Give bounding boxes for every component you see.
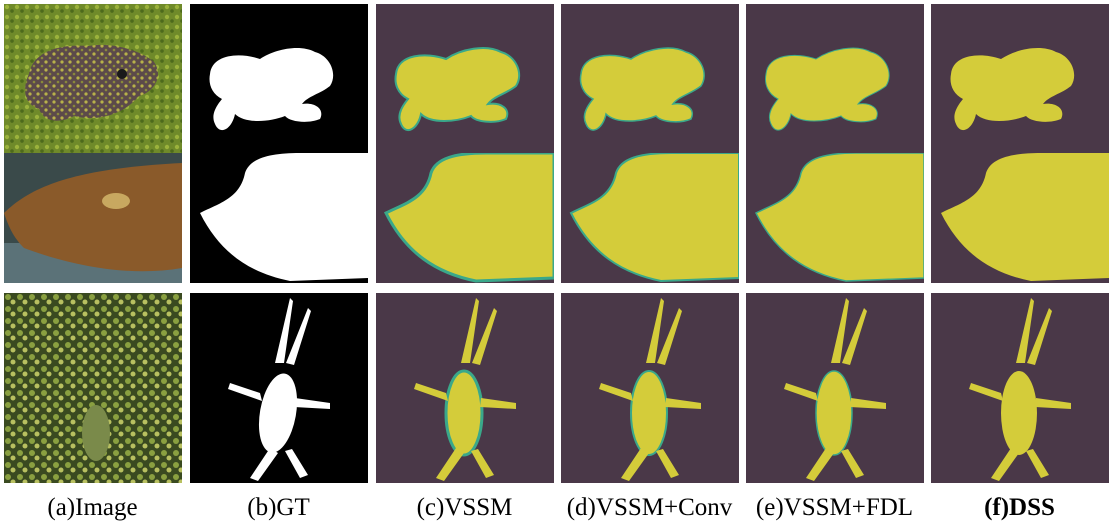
- figure-grid: [4, 4, 1109, 483]
- row3-gt: [190, 293, 368, 483]
- row2-image: [4, 153, 182, 283]
- row2-gt: [190, 153, 368, 283]
- row3-vssm-fdl: [746, 293, 924, 483]
- row2-vssm: [376, 153, 554, 283]
- caption-gt: (b)GT: [247, 494, 310, 521]
- row3-vssm: [376, 293, 554, 483]
- row3-image: [4, 293, 182, 483]
- row1-vssm-fdl: [746, 4, 924, 179]
- column-captions: (a)Image (b)GT (c)VSSM (d)VSSM+Conv (e)V…: [0, 490, 1111, 527]
- row1-vssm: [376, 4, 554, 179]
- row2-vssm-conv: [561, 153, 739, 283]
- row1-image: [4, 4, 182, 179]
- caption-dss: (f)DSS: [984, 494, 1055, 521]
- row2-dss: [931, 153, 1109, 283]
- row1-dss: [931, 4, 1109, 179]
- caption-image: (a)Image: [47, 494, 138, 521]
- row2-vssm-fdl: [746, 153, 924, 283]
- caption-vssm: (c)VSSM: [416, 494, 513, 521]
- row3-dss: [931, 293, 1109, 483]
- row1-vssm-conv: [561, 4, 739, 179]
- caption-vssm-fdl: (e)VSSM+FDL: [755, 494, 914, 521]
- caption-vssm-conv: (d)VSSM+Conv: [566, 494, 733, 521]
- row1-gt: [190, 4, 368, 179]
- row3-vssm-conv: [561, 293, 739, 483]
